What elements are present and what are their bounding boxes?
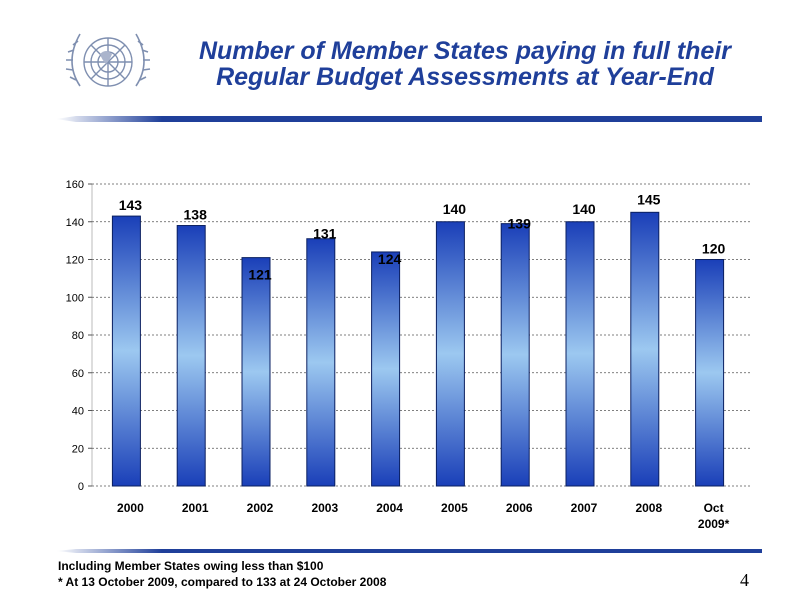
slide-title: Number of Member States paying in full t… [150,38,780,90]
bar [630,211,660,487]
y-tick-label: 160 [66,179,84,191]
un-emblem-icon [65,33,151,87]
y-tick-label: 140 [66,217,84,229]
data-label: 140 [572,201,596,217]
data-label: 121 [248,267,272,283]
x-tick-label: 2003 [311,501,338,515]
x-tick-label: 2008 [635,501,662,515]
x-tick-label: Oct [704,501,724,515]
bar [111,215,141,487]
x-tick-label: 2001 [182,501,209,515]
slide-title-line2: Regular Budget Assessments at Year-End [216,63,714,91]
data-label: 138 [184,207,208,223]
footnote-line1: Including Member States owing less than … [58,559,324,573]
bar [306,238,336,487]
x-tick-label: 2000 [117,501,144,515]
data-label: 139 [508,216,532,232]
bar [176,225,206,487]
x-tick-label: 2004 [376,501,403,515]
bottom-divider [56,549,762,553]
bar [695,259,725,487]
data-label: 120 [702,241,726,257]
x-tick-label: 2006 [506,501,533,515]
data-label: 131 [313,226,337,242]
x-tick-label: 2005 [441,501,468,515]
y-tick-label: 0 [78,481,84,493]
x-tick-label: 2002 [247,501,274,515]
x-tick-label: 2007 [571,501,598,515]
y-tick-label: 80 [72,330,84,342]
data-label: 140 [443,201,467,217]
footnote: Including Member States owing less than … [58,558,386,590]
bar [371,251,401,487]
x-tick-label: 2009* [698,517,730,531]
bar [435,221,465,487]
data-label: 143 [119,197,143,213]
page-number: 4 [740,570,749,590]
footnote-line2: * At 13 October 2009, compared to 133 at… [58,575,387,589]
data-label: 145 [637,191,661,207]
y-tick-label: 100 [66,292,84,304]
y-tick-label: 40 [72,406,84,418]
data-label: 124 [378,251,402,267]
bar [241,257,271,487]
bar [565,221,595,487]
y-tick-label: 20 [72,443,84,455]
slide-title-line1: Number of Member States paying in full t… [198,37,732,65]
y-tick-label: 60 [72,368,84,380]
top-divider [56,116,762,122]
y-tick-label: 120 [66,255,84,267]
bar-chart: 0 20 40 60 80 100 120 140 160 143 2000 138 2001 121 20… [66,179,752,531]
bar [500,223,530,487]
